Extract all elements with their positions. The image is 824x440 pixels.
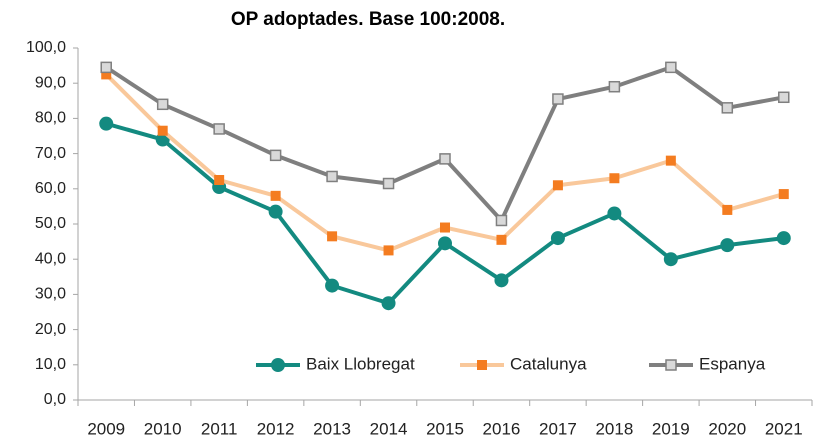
x-tick-label: 2019 [652, 419, 690, 438]
point [550, 231, 565, 246]
legend-marker [271, 358, 285, 372]
legend-marker [665, 359, 677, 371]
point [326, 170, 338, 183]
point [608, 80, 621, 93]
point [495, 214, 508, 227]
point [665, 155, 676, 166]
y-tick-label: 20,0 [35, 321, 66, 338]
x-tick-label: 2020 [708, 419, 746, 438]
point [494, 273, 509, 288]
point [213, 123, 225, 135]
point [99, 116, 114, 131]
point [268, 204, 283, 219]
legend-label: Baix Llobregat [306, 354, 415, 373]
point [722, 204, 733, 215]
y-tick-label: 50,0 [35, 215, 66, 232]
point [552, 93, 564, 105]
point [214, 175, 225, 185]
point [382, 177, 395, 190]
point [270, 190, 281, 201]
point [100, 61, 112, 74]
point [101, 69, 112, 80]
point [325, 278, 340, 293]
x-tick-label: 2011 [201, 419, 238, 438]
y-tick-label: 70,0 [35, 145, 66, 162]
chart-title: OP adoptades. Base 100:2008. [231, 9, 505, 30]
point [778, 189, 789, 200]
point [663, 252, 678, 267]
x-tick-label: 2018 [595, 419, 633, 438]
point [665, 61, 677, 74]
point [778, 91, 790, 104]
legend-label: Espanya [699, 354, 766, 373]
point [157, 125, 168, 136]
x-tick-label: 2021 [765, 419, 803, 438]
x-tick-label: 2010 [144, 419, 182, 438]
point [383, 245, 394, 256]
point [720, 238, 735, 253]
series-line [105, 65, 785, 223]
point [269, 149, 282, 162]
legend-marker [477, 360, 487, 370]
point [552, 180, 563, 191]
x-tick-label: 2016 [483, 419, 521, 438]
point [496, 234, 507, 245]
y-tick-label: 30,0 [35, 286, 66, 303]
point [607, 206, 622, 221]
y-tick-label: 10,0 [35, 356, 66, 373]
x-tick-label: 2017 [539, 419, 577, 438]
point [438, 236, 452, 251]
x-tick-label: 2012 [257, 419, 295, 438]
point [440, 222, 450, 233]
point [381, 296, 396, 311]
point [776, 231, 791, 246]
point [609, 173, 620, 184]
point [156, 98, 169, 111]
y-tick-label: 0,0 [44, 391, 66, 408]
series-line [105, 121, 785, 306]
x-tick-label: 2009 [87, 419, 125, 438]
point [439, 153, 451, 165]
x-tick-label: 2013 [313, 419, 351, 438]
x-tick-label: 2014 [370, 419, 408, 438]
point [721, 102, 734, 114]
legend-label: Catalunya [510, 354, 587, 373]
y-tick-label: 60,0 [35, 180, 66, 197]
y-tick-label: 90,0 [35, 74, 66, 91]
y-tick-label: 100,0 [26, 39, 66, 56]
y-tick-label: 80,0 [35, 110, 66, 127]
point [327, 231, 338, 242]
x-tick-label: 2015 [426, 419, 464, 438]
y-tick-label: 40,0 [35, 250, 66, 267]
